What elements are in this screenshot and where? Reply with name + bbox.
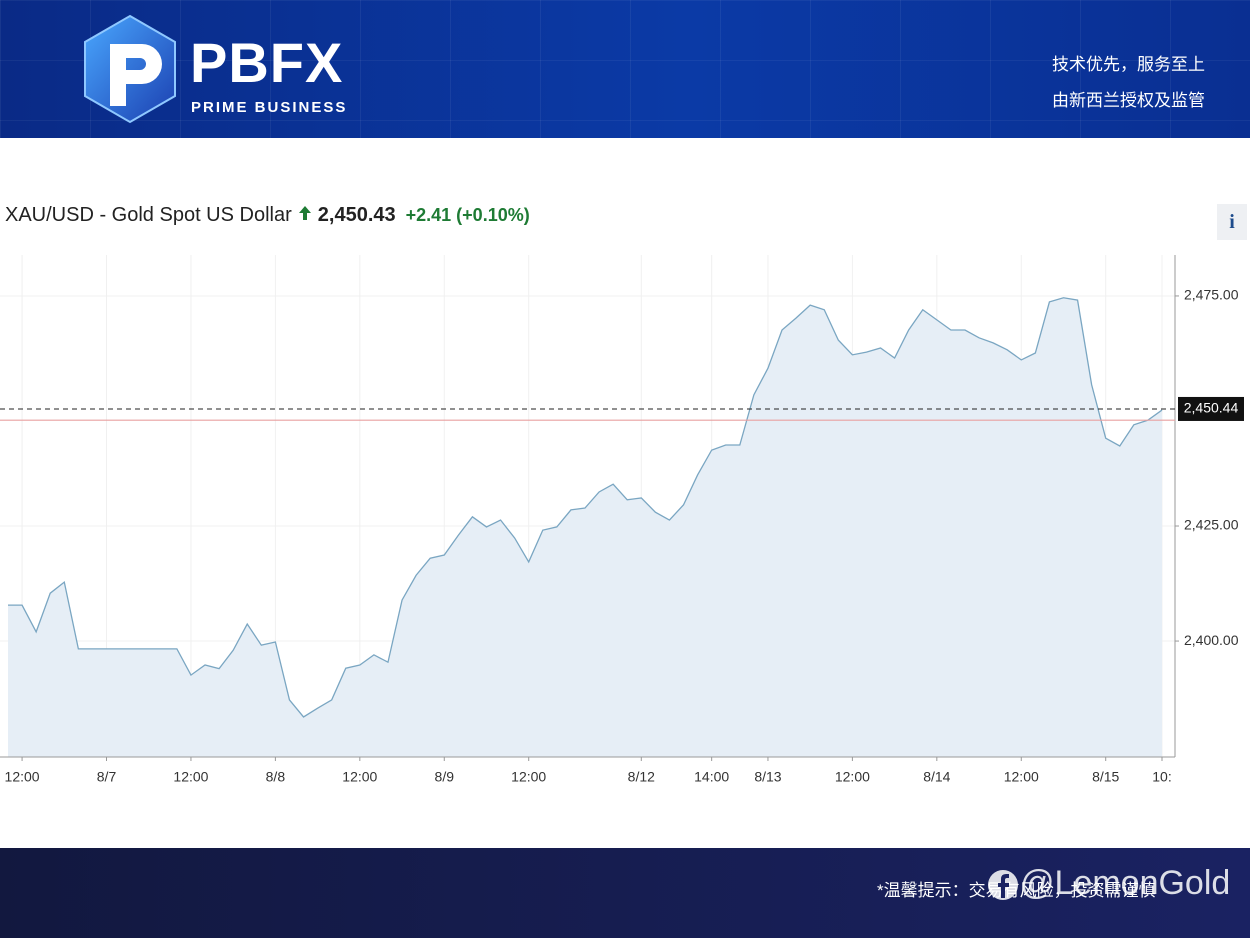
watermark-icon xyxy=(988,870,1018,900)
chart: 2,400.00 2,425.00 2,475.00 12:00 8/7 12:00 8/8… xyxy=(0,255,1244,785)
tagline: 由新西兰授权及监管 xyxy=(1052,91,1205,110)
watermark: @LemonGold xyxy=(1020,864,1231,902)
x-tick-label: 12:00 xyxy=(342,769,377,785)
x-tick-label: 12:00 xyxy=(1004,769,1039,785)
x-tick-label: 12:00 xyxy=(835,769,870,785)
x-tick-label: 8/9 xyxy=(435,769,455,785)
x-tick-label: 14:00 xyxy=(694,769,729,785)
y-tick-label: 2,400.00 xyxy=(1184,632,1239,648)
chart-title: XAU/USD - Gold Spot US Dollar xyxy=(5,204,292,226)
area xyxy=(8,297,1162,757)
logo-text: PBFX xyxy=(190,31,344,94)
x-tick-label: 8/8 xyxy=(266,769,286,785)
banner: PBFX PRIME BUSINESS 技术优先，服务至上 由新西兰授权及监管 xyxy=(0,0,1250,138)
y-tick-label: 2,425.00 xyxy=(1184,517,1239,533)
logo-icon xyxy=(84,14,176,124)
y-tick-label: 2,475.00 xyxy=(1184,287,1239,303)
price-change: +2.41 (+0.10%) xyxy=(405,205,530,225)
x-tick-label: 8/7 xyxy=(97,769,117,785)
price: 2,450.43 xyxy=(317,204,396,226)
x-tick-label: 8/13 xyxy=(754,769,781,785)
price-line xyxy=(8,297,1163,718)
current-price-label: 2,450.44 xyxy=(1184,400,1239,416)
x-tick-label: 8/12 xyxy=(628,769,655,785)
x-tick-label: 8/15 xyxy=(1092,769,1119,785)
x-tick-label: 12:00 xyxy=(5,769,40,785)
current-price-box xyxy=(1178,396,1244,421)
tagline: 技术优先，服务至上 xyxy=(1052,55,1205,74)
x-tick-label: 10: xyxy=(1152,769,1171,785)
info-button[interactable]: i xyxy=(1217,204,1247,240)
footer: *温馨提示：交易有风险，投资需谨慎 @LemonGold xyxy=(0,848,1250,938)
logo-subtitle: PRIME BUSINESS xyxy=(191,99,348,116)
x-tick-label: 12:00 xyxy=(173,769,208,785)
chart-header: XAU/USD - Gold Spot US Dollar 2,450.43 +… xyxy=(5,204,530,227)
x-tick-label: 12:00 xyxy=(511,769,546,785)
banner-pattern xyxy=(0,0,1250,138)
x-tick-label: 8/14 xyxy=(923,769,950,785)
up-arrow xyxy=(298,206,311,220)
